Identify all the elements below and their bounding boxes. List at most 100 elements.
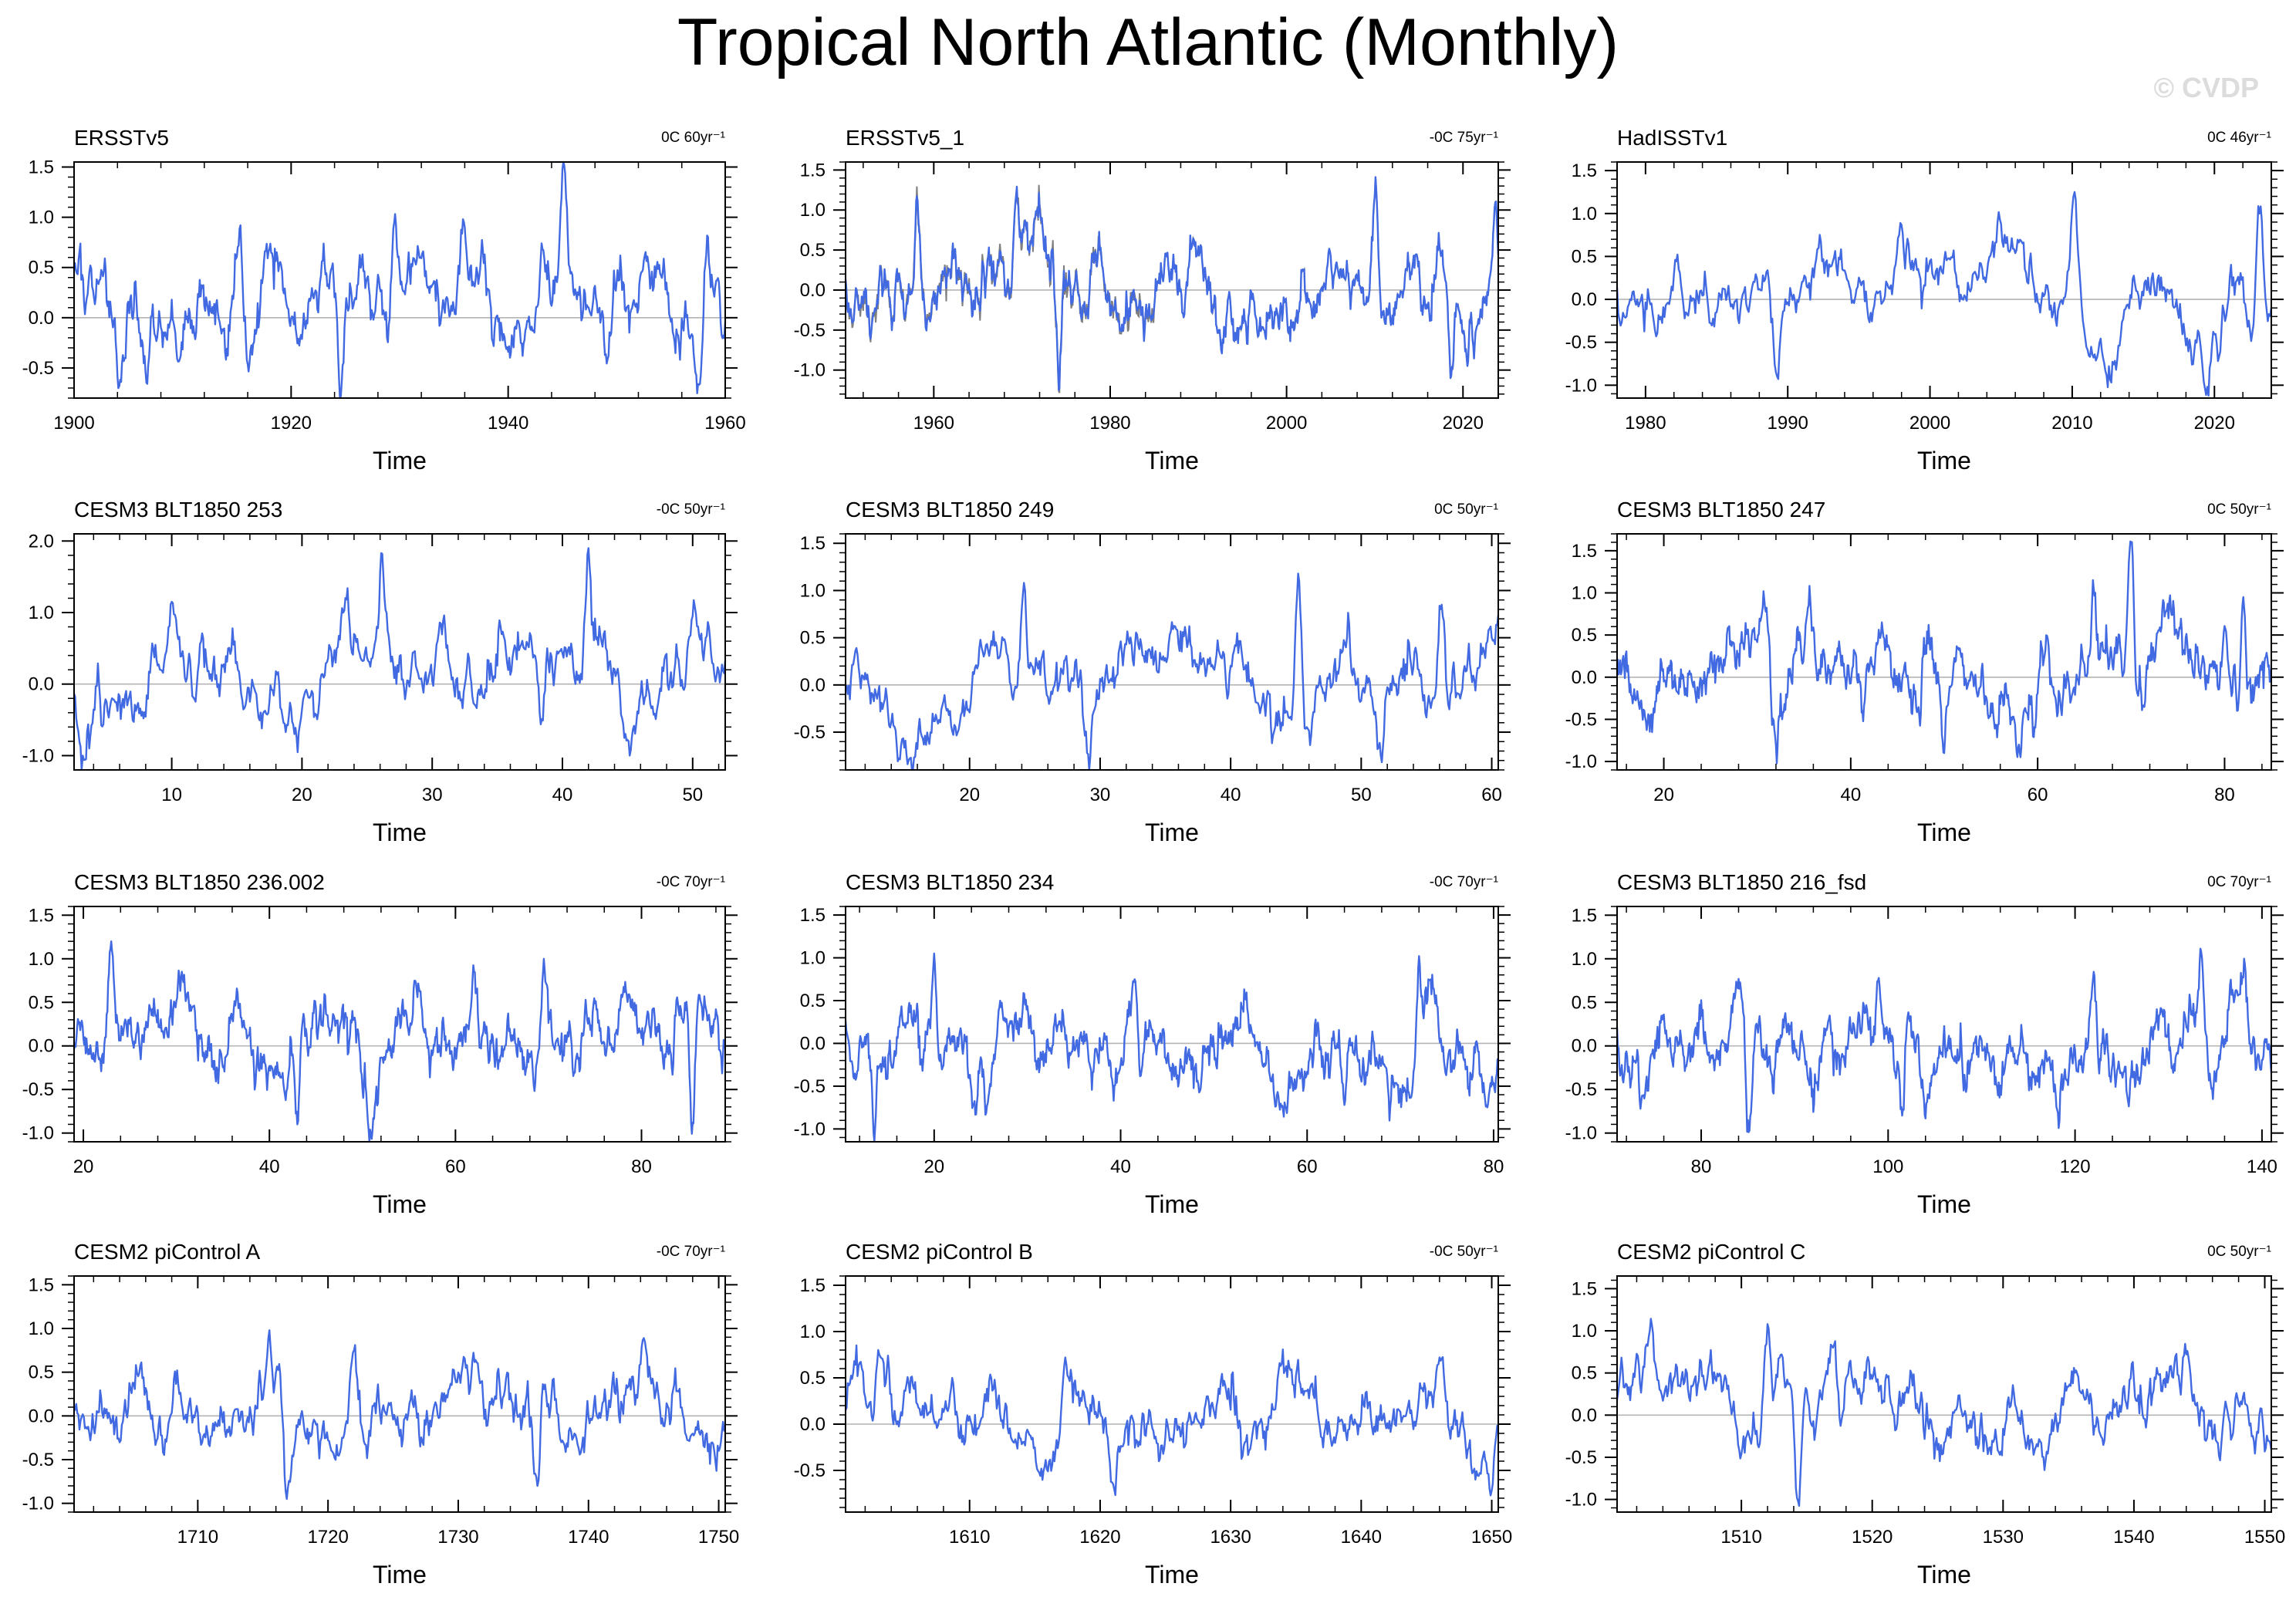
x-tick-label: 1920 xyxy=(271,413,312,434)
panel-4: 10 20 30 40 50 -1.0 0.0 1.0 2.0 CESM3 BLT1850 253… xyxy=(22,498,738,846)
x-tick-label: 60 xyxy=(1297,1156,1318,1177)
x-tick-label: 2000 xyxy=(1909,413,1950,434)
series-line xyxy=(1616,191,2273,397)
panel-title: CESM3 BLT1850 247 xyxy=(1617,498,1825,522)
trend-label: -0C 50yr⁻¹ xyxy=(657,501,725,518)
series-line xyxy=(844,1344,1500,1497)
panel-5: 20 30 40 50 60 -0.5 0.0 0.5 1.0 1.5 CESM3 BLT1850 … xyxy=(794,498,1511,846)
series-line xyxy=(1616,540,2273,765)
y-tick-label: 0.0 xyxy=(1572,667,1597,688)
x-tick-label: 80 xyxy=(631,1156,652,1177)
y-tick-label: 0.5 xyxy=(1572,246,1597,267)
x-tick-label: 1640 xyxy=(1341,1527,1382,1548)
y-tick-label: 0.5 xyxy=(1572,1363,1597,1384)
y-tick-label: -0.5 xyxy=(1565,333,1597,353)
x-tick-label: 40 xyxy=(1841,785,1862,805)
y-tick-label: 1.0 xyxy=(800,948,826,969)
y-tick-label: -0.5 xyxy=(794,722,826,743)
y-tick-label: 1.0 xyxy=(800,580,826,601)
trend-label: 0C 46yr⁻¹ xyxy=(2207,130,2271,146)
x-axis-label: Time xyxy=(1145,819,1199,846)
y-tick-label: 0.5 xyxy=(800,240,826,261)
x-axis-label: Time xyxy=(1145,1561,1199,1588)
y-tick-label: 1.0 xyxy=(29,208,54,228)
x-tick-label: 20 xyxy=(1653,785,1674,805)
y-tick-label: 1.5 xyxy=(800,533,826,554)
y-tick-label: 1.5 xyxy=(29,905,54,926)
y-tick-label: -0.5 xyxy=(794,1076,826,1097)
y-tick-label: -0.5 xyxy=(22,1079,54,1100)
y-tick-label: 0.5 xyxy=(800,1368,826,1389)
x-tick-label: 120 xyxy=(2060,1156,2091,1177)
plot-frame xyxy=(1616,1275,2272,1513)
x-tick-label: 1720 xyxy=(307,1527,348,1548)
y-tick-label: 1.5 xyxy=(800,1275,826,1296)
y-tick-label: -0.5 xyxy=(794,1460,826,1481)
cvdp-watermark: © CVDP xyxy=(2153,72,2259,103)
x-tick-label: 60 xyxy=(445,1156,466,1177)
x-tick-label: 1510 xyxy=(1720,1527,1761,1548)
y-tick-label: 0.0 xyxy=(1572,1036,1597,1057)
x-tick-label: 20 xyxy=(959,785,980,805)
plot-frame xyxy=(73,161,726,399)
x-tick-label: 80 xyxy=(1484,1156,1504,1177)
panel-title: CESM3 BLT1850 236.002 xyxy=(74,870,325,894)
plot-frame xyxy=(845,533,1499,771)
x-axis-label: Time xyxy=(373,1561,427,1588)
plot-frame xyxy=(845,161,1499,399)
x-tick-label: 1750 xyxy=(698,1527,739,1548)
y-tick-label: -1.0 xyxy=(22,1494,54,1514)
x-tick-label: 20 xyxy=(73,1156,94,1177)
y-tick-label: -1.0 xyxy=(1565,751,1597,772)
series-line xyxy=(844,952,1500,1143)
y-tick-label: 0.5 xyxy=(29,1362,54,1383)
y-tick-label: 0.5 xyxy=(800,991,826,1011)
series-line-secondary xyxy=(845,177,1499,393)
panel-title: HadISSTv1 xyxy=(1617,126,1727,150)
x-tick-label: 10 xyxy=(161,785,182,805)
y-tick-label: 0.0 xyxy=(29,674,54,695)
series-line xyxy=(1616,947,2273,1133)
y-tick-label: 1.0 xyxy=(29,1318,54,1339)
plot-frame xyxy=(1616,161,2272,399)
y-tick-label: 0.0 xyxy=(800,280,826,301)
x-tick-label: 40 xyxy=(552,785,573,805)
x-tick-label: 1520 xyxy=(1852,1527,1893,1548)
y-tick-label: 1.5 xyxy=(29,157,54,178)
panel-9: 80 100 120 140 -1.0 -0.5 0.0 0.5 1.0 1.5 CESM3 BLT… xyxy=(1565,870,2284,1218)
x-axis-label: Time xyxy=(373,447,427,474)
y-tick-label: 0.0 xyxy=(29,308,54,329)
panel-title: CESM3 BLT1850 216_fsd xyxy=(1617,870,1866,894)
x-tick-label: 140 xyxy=(2247,1156,2277,1177)
plot-frame xyxy=(1616,906,2272,1143)
panel-title: ERSSTv5_1 xyxy=(846,126,964,150)
x-axis-label: Time xyxy=(1917,1190,1971,1218)
y-tick-label: 0.5 xyxy=(29,992,54,1013)
y-tick-label: 1.0 xyxy=(800,200,826,221)
plot-frame xyxy=(1616,533,2272,771)
panel-1: 1900 1920 1940 1960 -0.5 0.0 0.5 1.0 1.5 ERSSTv5 0… xyxy=(22,126,746,474)
trend-label: -0C 70yr⁻¹ xyxy=(1430,874,1498,890)
x-tick-label: 60 xyxy=(1481,785,1502,805)
plot-frame xyxy=(73,1275,726,1513)
y-tick-label: 1.0 xyxy=(29,949,54,970)
y-tick-label: -1.0 xyxy=(22,745,54,766)
x-tick-label: 1980 xyxy=(1089,413,1130,434)
trend-label: -0C 50yr⁻¹ xyxy=(1430,1244,1498,1260)
plot-frame xyxy=(845,906,1499,1143)
x-tick-label: 1990 xyxy=(1768,413,1808,434)
x-tick-label: 80 xyxy=(1691,1156,1712,1177)
x-tick-label: 40 xyxy=(1110,1156,1131,1177)
x-tick-label: 20 xyxy=(923,1156,944,1177)
y-tick-label: 1.0 xyxy=(1572,1321,1597,1342)
series-line xyxy=(73,940,727,1143)
x-tick-label: 40 xyxy=(259,1156,280,1177)
series-line xyxy=(73,160,727,400)
trend-label: -0C 75yr⁻¹ xyxy=(1430,130,1498,146)
x-tick-label: 50 xyxy=(1351,785,1372,805)
y-tick-label: -0.5 xyxy=(22,358,54,379)
y-tick-label: 1.5 xyxy=(1572,905,1597,926)
x-tick-label: 1740 xyxy=(568,1527,609,1548)
y-tick-label: -0.5 xyxy=(1565,1079,1597,1100)
x-tick-label: 1630 xyxy=(1210,1527,1251,1548)
